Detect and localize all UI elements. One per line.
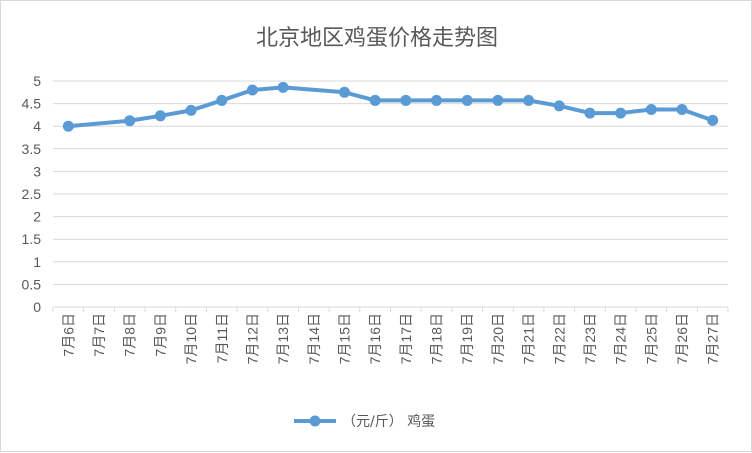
y-tick-label: 1 [33,254,41,270]
data-point [338,86,350,98]
x-tick-label: 7月13日 [275,313,291,364]
data-point [676,103,688,115]
data-point [185,104,197,116]
x-tick-label: 7月9日 [152,313,168,357]
x-tick-label: 7月17日 [398,313,414,364]
y-tick-label: 1.5 [22,231,42,247]
x-tick-label: 7月21日 [521,313,537,364]
x-tick-label: 7月25日 [643,313,659,364]
x-tick-label: 7月12日 [244,313,260,364]
data-point [216,94,228,106]
x-tick-label: 7月14日 [306,313,322,364]
data-point [461,94,473,106]
grid-lines [53,80,728,308]
x-tick-label: 7月7日 [91,313,107,357]
x-tick-label: 7月16日 [367,313,383,364]
x-tick-label: 7月24日 [613,313,629,364]
x-tick-label: 7月15日 [336,313,352,364]
y-tick-label: 2 [33,209,41,225]
x-tick-label: 7月20日 [490,313,506,364]
x-tick-label: 7月10日 [183,313,199,364]
x-tick-label: 7月18日 [429,313,445,364]
legend: （元/斤） 鸡蛋 [294,413,435,430]
data-point [431,94,443,106]
y-tick-label: 2.5 [22,186,42,202]
x-tick-label: 7月23日 [582,313,598,364]
data-point [553,100,565,112]
data-point [277,81,289,93]
series-layer [62,81,719,132]
data-point [645,103,657,115]
x-axis: 7月6日 7月7日 7月8日 7月9日 7月10日 7月11日 7月12日 7月13日 7月14… [52,307,729,364]
x-tick-label: 7月11日 [214,313,230,363]
x-tick-label: 7月19日 [459,313,475,364]
chart-title: 北京地区鸡蛋价格走势图 [256,26,498,51]
y-tick-label: 4.5 [22,96,42,112]
y-tick-label: 0.5 [22,276,42,292]
data-point [154,110,166,122]
data-point [523,94,535,106]
y-axis-ticks: 0 0.5 1 1.5 2 2.5 3 3.5 4 4.5 5 [22,73,42,315]
data-point [62,120,74,132]
x-tick-label: 7月22日 [551,313,567,364]
x-tick-label: 7月27日 [705,313,721,364]
data-point [124,115,136,127]
legend-label: （元/斤） 鸡蛋 [342,413,435,430]
y-tick-label: 3.5 [22,141,42,157]
y-tick-label: 4 [33,118,41,134]
legend-marker [309,415,321,427]
data-point [246,84,258,96]
data-point [369,94,381,106]
data-point [400,94,412,106]
data-point [707,114,719,126]
y-tick-label: 3 [33,163,41,179]
y-tick-label: 5 [33,73,41,89]
series-line [68,85,714,129]
data-point [584,107,596,119]
data-point [615,107,627,119]
y-tick-label: 0 [33,299,41,315]
x-tick-label: 7月8日 [122,313,138,357]
data-point [492,94,504,106]
x-tick-label: 7月6日 [60,313,76,357]
x-tick-label: 7月26日 [674,313,690,364]
